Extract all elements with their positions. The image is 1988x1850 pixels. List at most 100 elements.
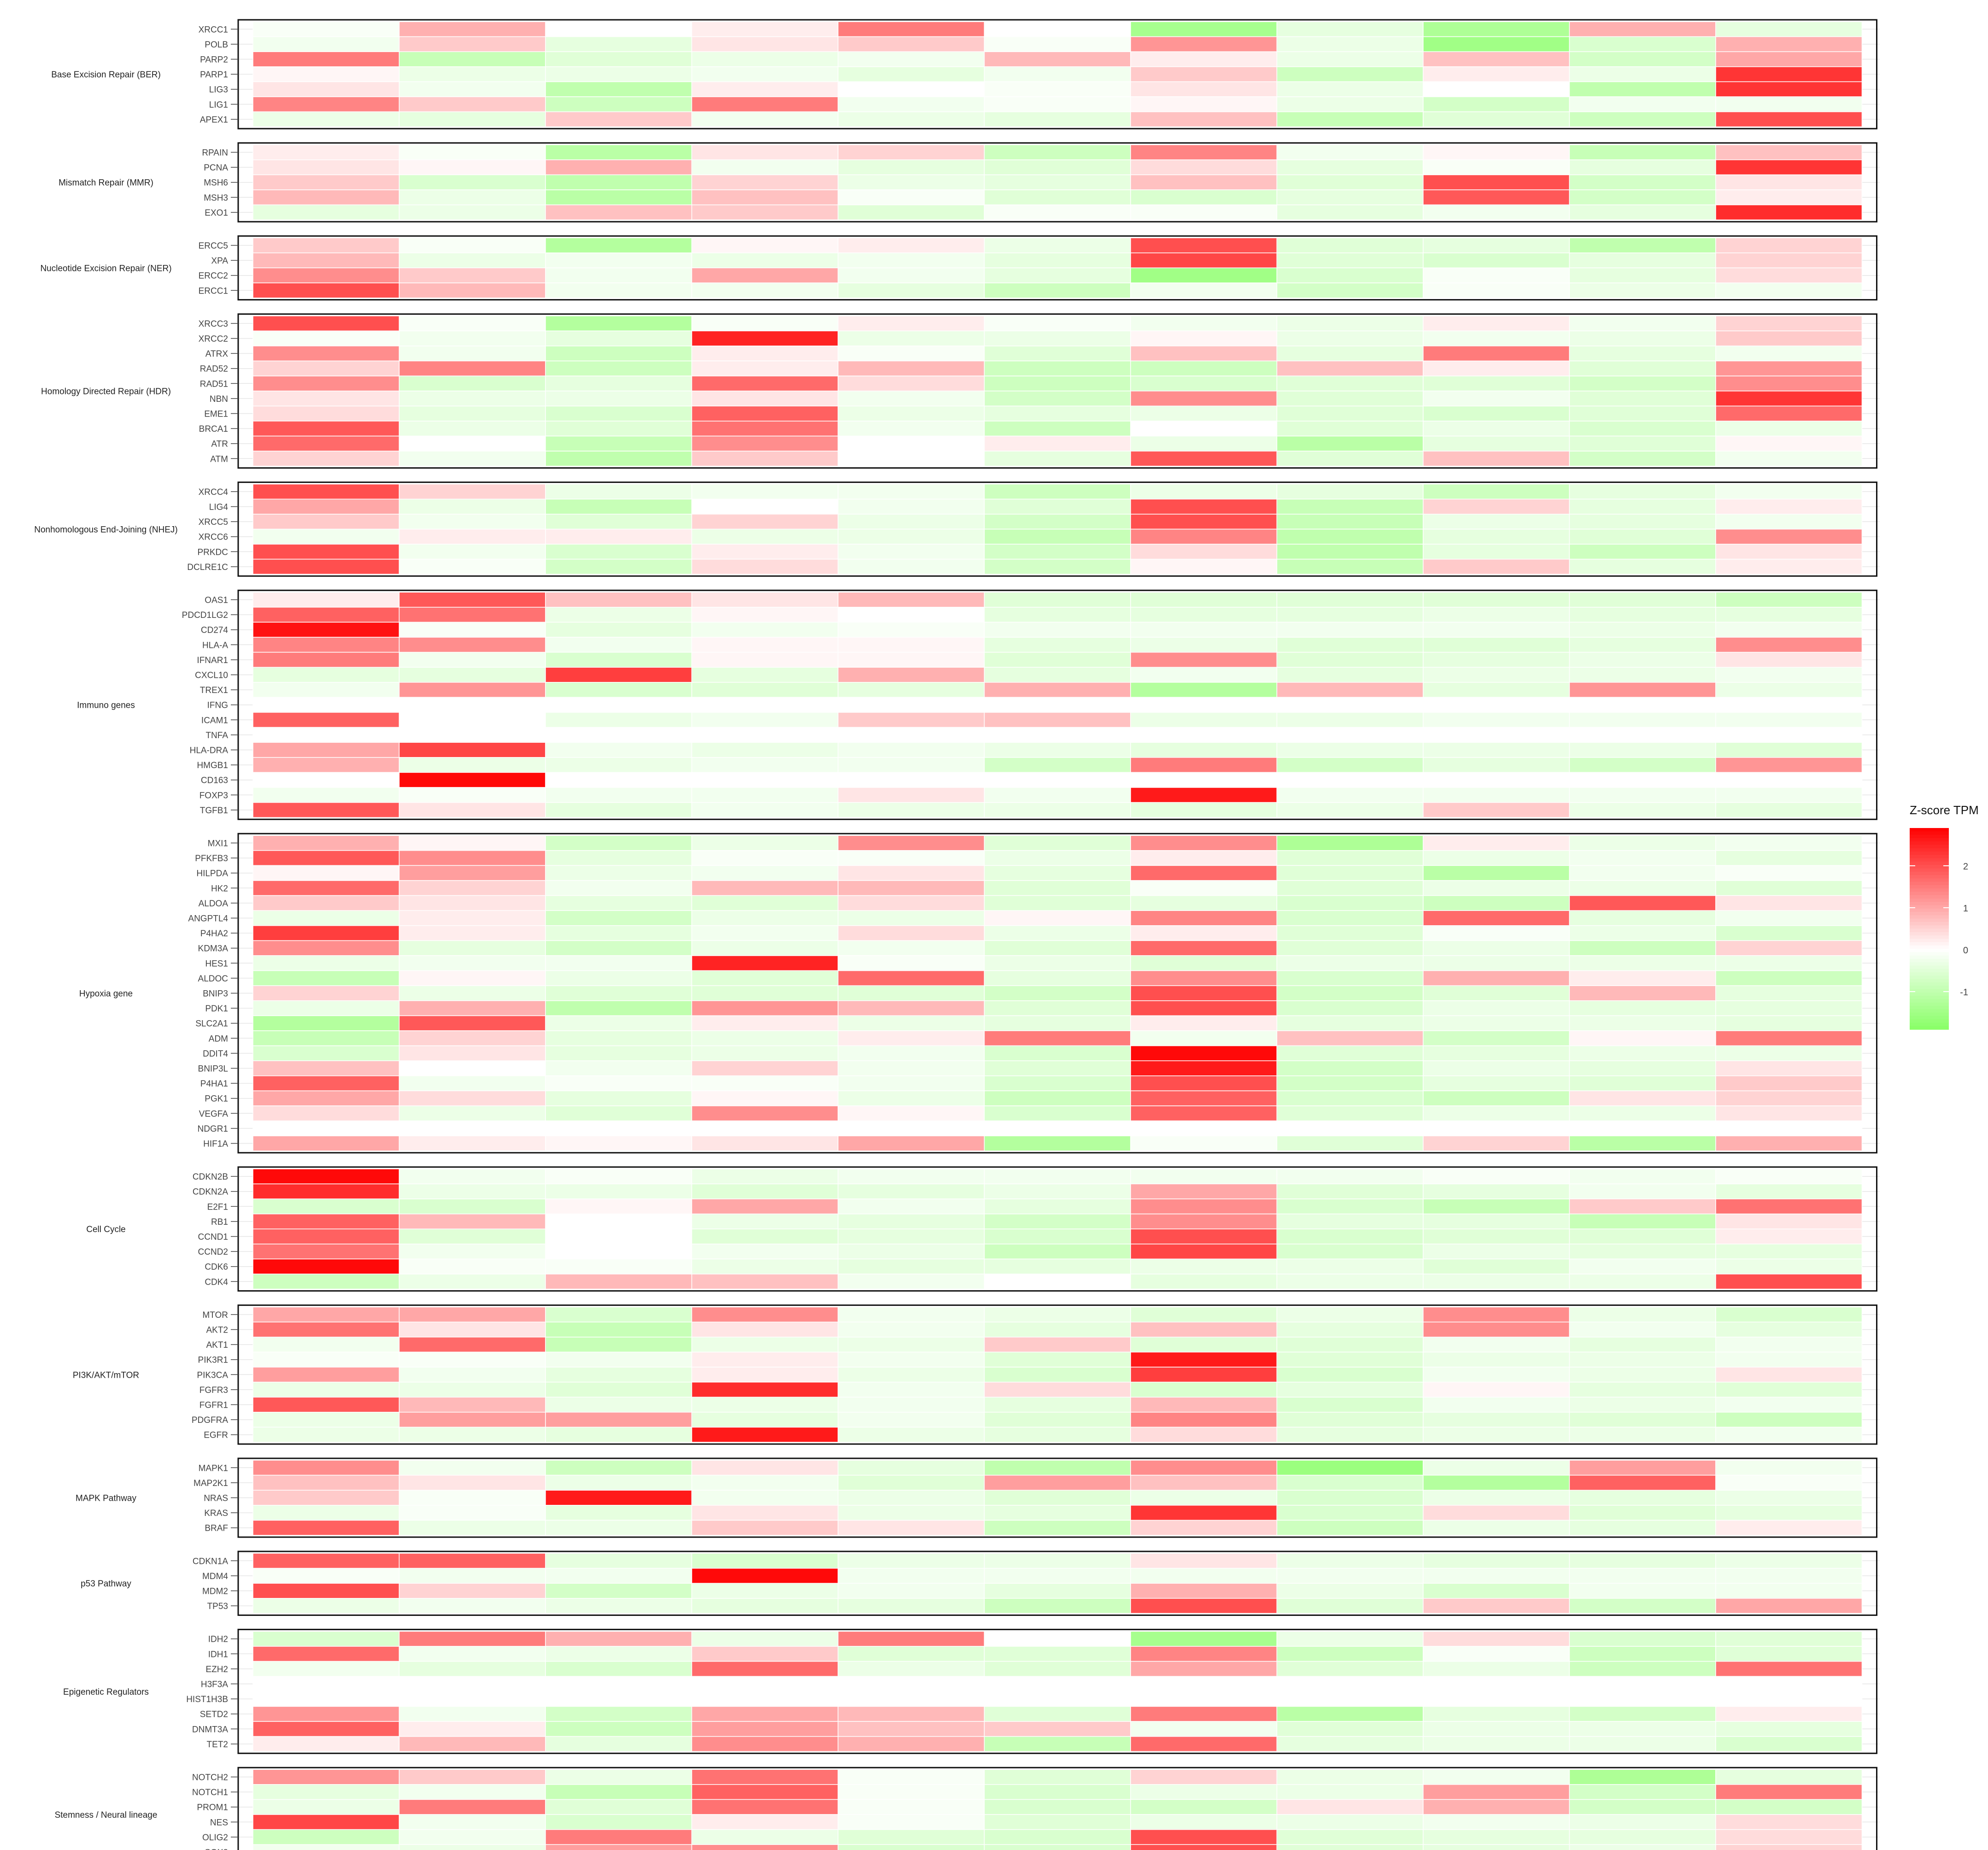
gene-label: PCNA (204, 163, 228, 173)
heatmap-cell (545, 1631, 692, 1647)
heatmap-cell (252, 1060, 400, 1076)
heatmap-cell (984, 36, 1131, 52)
heatmap-cell (1569, 1568, 1716, 1584)
heatmap-cell (545, 880, 692, 896)
heatmap-cell (1569, 850, 1716, 866)
heatmap-cell (1715, 1306, 1863, 1322)
heatmap-cell (1715, 1553, 1863, 1569)
heatmap-cell (545, 1075, 692, 1092)
heatmap-cell (838, 1060, 985, 1076)
heatmap-cell (545, 1661, 692, 1677)
heatmap-cell (1715, 451, 1863, 467)
heatmap-cell (838, 1244, 985, 1260)
heatmap-cell (399, 96, 546, 112)
heatmap-cell (252, 637, 400, 653)
heatmap-cell (1130, 637, 1278, 653)
heatmap-cell (1569, 712, 1716, 728)
heatmap-cell (1276, 1367, 1424, 1383)
heatmap-cell (1130, 787, 1278, 803)
heatmap-cell (984, 514, 1131, 530)
heatmap-cell (545, 253, 692, 269)
gene-label: AKT2 (206, 1326, 228, 1335)
heatmap-cell (545, 652, 692, 668)
heatmap-cell (984, 1520, 1131, 1536)
heatmap-cell (1130, 1135, 1278, 1151)
legend-gradient-step (1910, 982, 1949, 987)
heatmap-cell (1130, 204, 1278, 220)
heatmap-cell (1569, 1691, 1716, 1707)
heatmap-cell (838, 1661, 985, 1677)
heatmap-cell (1715, 925, 1863, 941)
heatmap-cell (399, 637, 546, 653)
heatmap-cell (1130, 1553, 1278, 1569)
group-label: MAPK Pathway (76, 1494, 136, 1503)
heatmap-cell (838, 1474, 985, 1491)
heatmap-cell (838, 970, 985, 986)
heatmap-cell (838, 940, 985, 956)
heatmap-cell (838, 51, 985, 67)
heatmap-cell (1715, 21, 1863, 37)
heatmap-cell (691, 835, 839, 851)
heatmap-cell (1569, 772, 1716, 788)
heatmap-cell (1423, 1045, 1570, 1061)
heatmap-cell (1715, 697, 1863, 713)
gene-label: NES (210, 1818, 228, 1827)
heatmap-cell (984, 1198, 1131, 1215)
heatmap-cell (545, 237, 692, 253)
heatmap-cell (838, 435, 985, 452)
heatmap-cell (1423, 346, 1570, 362)
heatmap-cell (252, 1661, 400, 1677)
heatmap-cell (838, 1381, 985, 1398)
heatmap-cell (252, 1553, 400, 1569)
heatmap-cell (1130, 985, 1278, 1001)
heatmap-cell (1423, 772, 1570, 788)
gene-label: RAD51 (200, 379, 228, 389)
heatmap-cell (1130, 652, 1278, 668)
heatmap-cell (691, 451, 839, 467)
heatmap-cell (1569, 880, 1716, 896)
gene-label: KRAS (204, 1509, 228, 1518)
heatmap-cell (984, 558, 1131, 575)
heatmap-cell (1569, 1598, 1716, 1614)
heatmap-cell (1423, 360, 1570, 376)
heatmap-cell (691, 772, 839, 788)
heatmap-cell (1276, 1814, 1424, 1830)
heatmap-cell (1276, 174, 1424, 190)
heatmap-cell (984, 865, 1131, 881)
heatmap-cell (838, 267, 985, 283)
heatmap-cell (1715, 435, 1863, 452)
heatmap-cell (691, 529, 839, 545)
heatmap-cell (1276, 405, 1424, 422)
heatmap-cell (691, 1505, 839, 1521)
heatmap-cell (1276, 1706, 1424, 1722)
heatmap-cell (1715, 1691, 1863, 1707)
heatmap-cell (1715, 865, 1863, 881)
heatmap-cell (838, 1198, 985, 1215)
heatmap-cell (838, 1075, 985, 1092)
heatmap-cell (1569, 1646, 1716, 1662)
heatmap-cell (1569, 360, 1716, 376)
heatmap-cell (1569, 483, 1716, 499)
heatmap-cell (545, 955, 692, 971)
heatmap-cell (1569, 1631, 1716, 1647)
heatmap-cell (1569, 421, 1716, 437)
panel-border (237, 235, 1877, 301)
heatmap-cell (399, 1631, 546, 1647)
heatmap-cell (838, 189, 985, 206)
heatmap-cell (399, 1721, 546, 1737)
heatmap-cell (1276, 1169, 1424, 1185)
heatmap-cell (691, 1814, 839, 1830)
heatmap-cell (1423, 787, 1570, 803)
heatmap-cell (1569, 435, 1716, 452)
heatmap-cell (1276, 253, 1424, 269)
heatmap-cell (252, 895, 400, 911)
group-label: Epigenetic Regulators (63, 1687, 149, 1697)
heatmap-cell (1715, 36, 1863, 52)
heatmap-cell (1130, 865, 1278, 881)
heatmap-cell (1715, 970, 1863, 986)
heatmap-cell (984, 1631, 1131, 1647)
heatmap-cell (984, 1045, 1131, 1061)
heatmap-cell (399, 1258, 546, 1274)
heatmap-cell (1715, 1015, 1863, 1031)
heatmap-cell (1715, 652, 1863, 668)
